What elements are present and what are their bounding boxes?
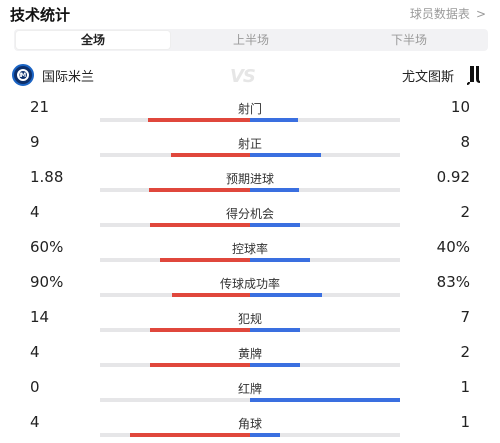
- stat-label: 射门: [237, 102, 262, 116]
- stat-row: 60% 控球率 40%: [0, 238, 500, 268]
- juventus-logo-icon: [467, 66, 480, 85]
- away-bar-fill: [250, 328, 300, 332]
- home-bar-track: [100, 118, 250, 122]
- home-bar-fill: [149, 188, 250, 192]
- chevron-right-icon: >: [475, 7, 486, 21]
- away-bar-track: [250, 118, 400, 122]
- home-bar-fill: [130, 433, 250, 437]
- stat-label: 角球: [237, 417, 262, 431]
- away-bar-fill: [250, 258, 310, 262]
- away-stat-value: 2: [460, 203, 470, 221]
- home-bar-track: [100, 188, 250, 192]
- home-bar-fill: [172, 293, 250, 297]
- stat-label: 控球率: [231, 242, 268, 256]
- away-stat-value: 40%: [436, 238, 470, 256]
- home-stat-value: 9: [30, 133, 40, 151]
- away-bar-track: [250, 153, 400, 157]
- stat-label: 射正: [237, 137, 262, 151]
- away-stat-value: 8: [460, 133, 470, 151]
- stat-row: 14 犯规 7: [0, 308, 500, 338]
- away-bar-track: [250, 363, 400, 367]
- home-bar-track: [100, 363, 250, 367]
- away-team-name: 尤文图斯: [401, 69, 454, 85]
- home-bar-track: [100, 293, 250, 297]
- away-stat-value: 1: [460, 413, 470, 431]
- stat-label: 得分机会: [225, 207, 274, 221]
- away-bar-track: [250, 188, 400, 192]
- home-team-name: 国际米兰: [42, 69, 95, 85]
- stat-row: 4 角球 1: [0, 413, 500, 443]
- home-stat-value: 60%: [30, 238, 64, 256]
- stat-row: 90% 传球成功率 83%: [0, 273, 500, 303]
- away-bar-track: [250, 223, 400, 227]
- home-stat-value: 14: [30, 308, 50, 326]
- tab-second-half[interactable]: 下半场: [390, 33, 427, 47]
- player-stats-link-label: 球员数据表: [409, 7, 470, 21]
- away-bar-track: [250, 293, 400, 297]
- away-bar-fill: [250, 223, 300, 227]
- home-bar-track: [100, 258, 250, 262]
- stat-label: 黄牌: [237, 347, 262, 361]
- away-bar-track: [250, 433, 400, 437]
- away-bar-fill: [250, 153, 321, 157]
- stat-row: 21 射门 10: [0, 98, 500, 128]
- away-bar-fill: [250, 188, 299, 192]
- home-bar-fill: [171, 153, 250, 157]
- away-stat-value: 10: [450, 98, 470, 116]
- away-stat-value: 1: [460, 378, 470, 396]
- vs-mark: VS: [230, 66, 256, 87]
- home-bar-fill: [150, 363, 250, 367]
- home-bar-track: [100, 153, 250, 157]
- away-team: 尤文图斯: [402, 64, 486, 86]
- home-stat-value: 4: [30, 343, 40, 361]
- page-title: 技术统计: [10, 6, 71, 24]
- home-stat-value: 4: [30, 413, 40, 431]
- home-bar-fill: [150, 328, 250, 332]
- away-bar-fill: [250, 433, 280, 437]
- away-bar-fill: [250, 293, 322, 297]
- away-stat-value: 83%: [436, 273, 470, 291]
- home-team: IM 国际米兰: [12, 64, 94, 86]
- home-bar-fill: [160, 258, 250, 262]
- home-bar-track: [100, 223, 250, 227]
- home-stat-value: 21: [30, 98, 50, 116]
- home-bar-track: [100, 433, 250, 437]
- away-bar-fill: [250, 118, 298, 122]
- player-stats-link[interactable]: 球员数据表 >: [410, 5, 486, 22]
- away-bar-track: [250, 398, 400, 402]
- stat-row: 1.88 预期进球 0.92: [0, 168, 500, 198]
- stat-row: 9 射正 8: [0, 133, 500, 163]
- teams-header: IM 国际米兰 尤文图斯: [0, 62, 500, 88]
- stat-label: 预期进球: [225, 172, 274, 186]
- home-bar-fill: [150, 223, 250, 227]
- home-stat-value: 1.88: [30, 168, 64, 186]
- away-stat-value: 2: [460, 343, 470, 361]
- stat-row: 4 黄牌 2: [0, 343, 500, 373]
- away-bar-track: [250, 328, 400, 332]
- tab-first-half[interactable]: 上半场: [232, 33, 269, 47]
- stat-label: 犯规: [237, 312, 262, 326]
- inter-milan-logo-icon: IM: [12, 64, 34, 86]
- home-stat-value: 90%: [30, 273, 64, 291]
- home-bar-fill: [148, 118, 250, 122]
- home-stat-value: 0: [30, 378, 40, 396]
- away-stat-value: 0.92: [436, 168, 470, 186]
- away-bar-fill: [250, 363, 300, 367]
- period-tabs: 全场 上半场 下半场: [14, 29, 488, 51]
- tab-full-match[interactable]: 全场: [16, 31, 170, 49]
- away-bar-track: [250, 258, 400, 262]
- stat-label: 传球成功率: [219, 277, 280, 291]
- away-stat-value: 7: [460, 308, 470, 326]
- stats-header: 技术统计 球员数据表 >: [0, 0, 500, 24]
- home-bar-track: [100, 328, 250, 332]
- home-bar-track: [100, 398, 250, 402]
- stat-row: 0 红牌 1: [0, 378, 500, 408]
- stat-row: 4 得分机会 2: [0, 203, 500, 233]
- stat-label: 红牌: [237, 382, 262, 396]
- home-stat-value: 4: [30, 203, 40, 221]
- away-bar-fill: [250, 398, 400, 402]
